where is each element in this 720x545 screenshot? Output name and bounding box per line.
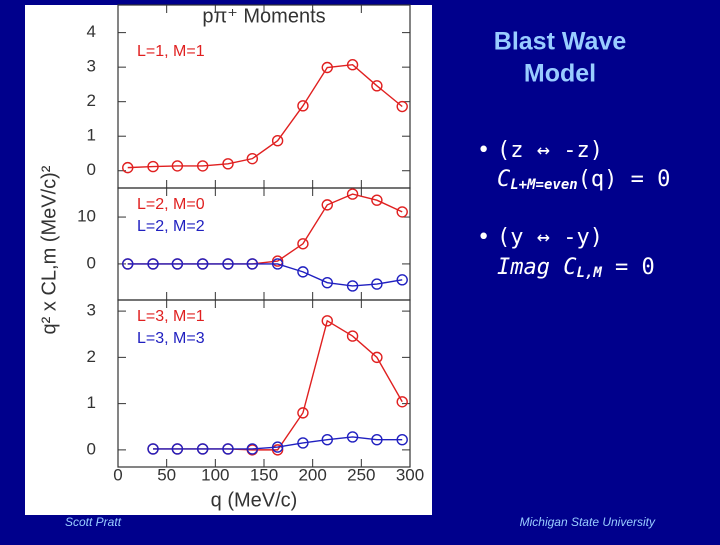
legend-entry: L=2, M=2 (137, 218, 205, 235)
y-tick-label: 0 (87, 160, 96, 179)
subscript: L+M=even (510, 177, 577, 193)
data-point (122, 258, 134, 270)
data-point (122, 161, 134, 174)
data-point (297, 266, 309, 278)
x-tick-label: 150 (250, 465, 278, 484)
data-point (147, 258, 159, 270)
data-point (346, 330, 359, 342)
data-point (346, 188, 359, 200)
y-tick-label: 0 (87, 253, 96, 272)
y-axis-label: q² x CL,m (MeV/c)² (38, 165, 60, 334)
data-point (321, 199, 333, 211)
chart-title: pπ⁺ Moments (202, 5, 325, 27)
data-point (396, 434, 408, 446)
slide-title: Model (524, 60, 596, 88)
x-tick-label: 250 (347, 465, 375, 484)
data-point (271, 444, 284, 456)
data-point (396, 274, 408, 286)
data-point (196, 160, 209, 172)
chart-panel (25, 5, 432, 515)
x-tick-label: 300 (396, 465, 424, 484)
data-point (297, 238, 309, 250)
bullet-expr: Imag CL,M = 0 (497, 255, 655, 281)
data-point (346, 280, 359, 292)
y-tick-label: 2 (87, 91, 96, 110)
data-point (271, 441, 284, 453)
data-point (246, 152, 259, 165)
legend-entry: L=1, M=1 (137, 43, 205, 60)
expr: = 0 (602, 255, 655, 280)
y-tick-label: 0 (87, 439, 96, 458)
data-point (371, 194, 383, 206)
data-point (297, 100, 309, 112)
y-tick-label: 10 (77, 207, 96, 226)
data-point (271, 258, 284, 270)
data-point (147, 443, 159, 455)
data-point (171, 258, 184, 270)
bullet-head: (y ↔ -y) (497, 225, 603, 250)
y-tick-label: 4 (87, 22, 96, 41)
y-tick-label: 3 (87, 301, 96, 320)
data-point (346, 59, 359, 71)
data-point (271, 134, 284, 147)
legend-entry: L=2, M=0 (137, 196, 205, 213)
data-point (147, 160, 159, 173)
data-point (297, 407, 309, 419)
x-tick-label: 200 (298, 465, 326, 484)
data-point (396, 396, 408, 408)
footer-right: Michigan State University (520, 515, 656, 529)
data-point (171, 160, 184, 172)
series-line (153, 436, 403, 450)
bullet-head: (z ↔ -z) (497, 138, 603, 163)
expr: (q) = 0 (578, 167, 671, 192)
expr: Imag C (497, 255, 577, 280)
y-tick-label: 1 (87, 393, 96, 412)
bullet-expr: CL+M=even(q) = 0 (497, 167, 670, 193)
x-tick-label: 100 (201, 465, 229, 484)
slide-title: Blast Wave (494, 28, 627, 56)
data-point (222, 443, 234, 455)
data-point (371, 434, 383, 446)
y-tick-label: 2 (87, 347, 96, 366)
series-line (127, 263, 403, 287)
legend-entry: L=3, M=1 (137, 308, 205, 325)
bullet-dot: • (477, 138, 490, 163)
data-point (396, 206, 408, 218)
data-point (321, 315, 333, 327)
data-point (171, 443, 184, 455)
y-tick-label: 3 (87, 57, 96, 76)
data-point (196, 258, 209, 270)
data-point (297, 437, 309, 449)
legend-entry: L=3, M=3 (137, 330, 205, 347)
data-point (321, 276, 333, 289)
subscript: L,M (576, 265, 602, 281)
footer-left: Scott Pratt (65, 515, 122, 529)
data-point (196, 443, 209, 455)
y-tick-label: 1 (87, 126, 96, 145)
data-point (346, 431, 359, 443)
data-point (371, 351, 383, 364)
data-point (321, 434, 333, 446)
data-point (371, 278, 383, 290)
expr: C (497, 167, 511, 192)
data-point (222, 158, 234, 170)
x-tick-label: 0 (113, 465, 122, 484)
data-point (246, 258, 259, 270)
data-point (271, 255, 284, 267)
data-point (246, 443, 259, 455)
bullet-dot: • (477, 225, 490, 250)
data-point (321, 61, 333, 74)
data-point (371, 80, 383, 92)
data-point (396, 100, 408, 113)
x-axis-label: q (MeV/c) (211, 489, 298, 511)
data-point (222, 258, 234, 270)
x-tick-label: 50 (157, 465, 176, 484)
